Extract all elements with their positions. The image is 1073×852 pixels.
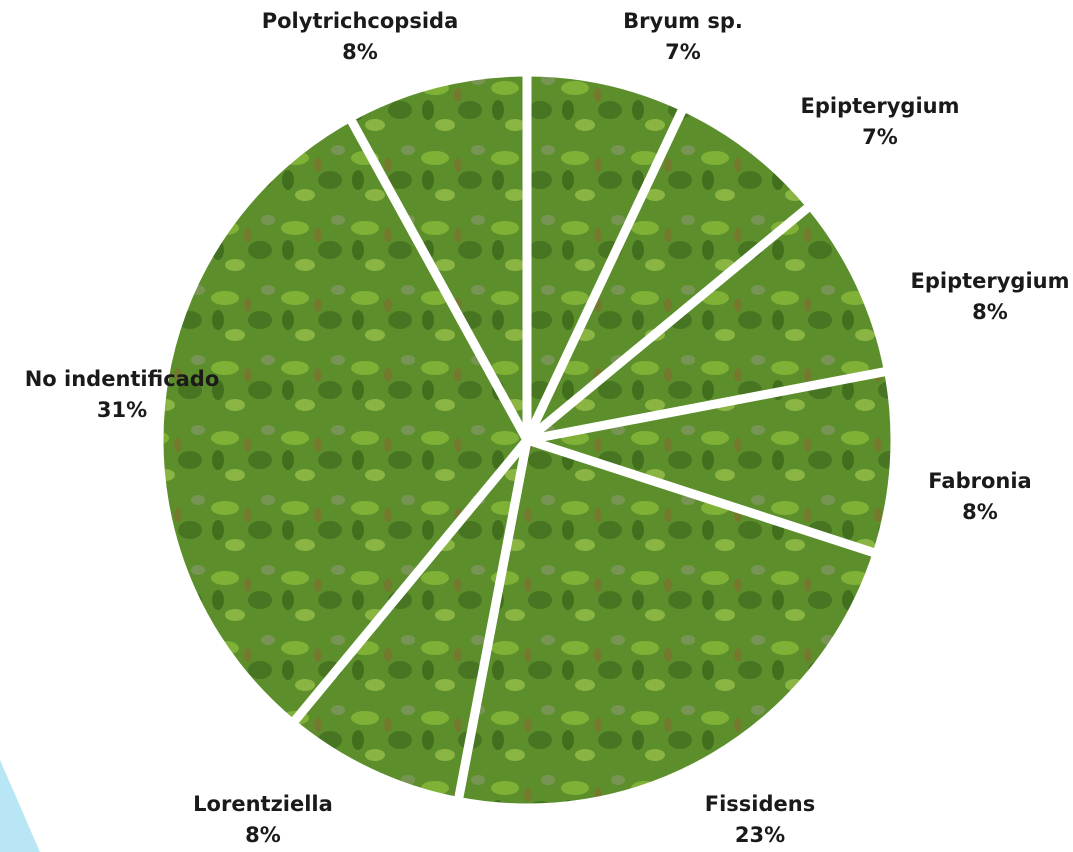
labels: Bryum sp. 7% Epipterygium 7% Epipterygium 8% F… xyxy=(25,9,1070,847)
slice xyxy=(154,113,532,729)
slice xyxy=(522,102,816,445)
slice xyxy=(453,435,882,813)
slice-label: No indentificado xyxy=(25,367,220,391)
slice-label: Epipterygium xyxy=(801,94,960,118)
slice xyxy=(522,200,893,445)
slice-value-label: 8% xyxy=(342,40,378,64)
slice-value-label: 23% xyxy=(735,823,785,847)
slice-label: Epipterygium xyxy=(911,269,1070,293)
slice xyxy=(345,67,532,445)
slice-value-label: 8% xyxy=(245,823,281,847)
slice-label: Fissidens xyxy=(705,792,815,816)
slice-label: Lorentziella xyxy=(193,792,333,816)
slice xyxy=(287,435,532,806)
slice-label: Polytrichcopsida xyxy=(262,9,459,33)
slice xyxy=(522,366,900,559)
slice-value-label: 8% xyxy=(972,300,1008,324)
slice-value-label: 7% xyxy=(862,125,898,149)
slice-value-label: 31% xyxy=(97,398,147,422)
slice-label: Bryum sp. xyxy=(623,9,743,33)
slice-value-label: 8% xyxy=(962,500,998,524)
slice-label: Fabronia xyxy=(928,469,1031,493)
slice-value-label: 7% xyxy=(665,40,701,64)
corner-decoration xyxy=(0,760,40,852)
slices xyxy=(154,67,900,813)
